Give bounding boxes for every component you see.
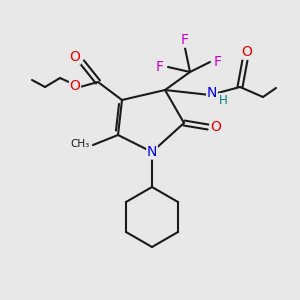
Text: H: H — [219, 94, 228, 106]
Text: N: N — [147, 145, 157, 159]
Text: F: F — [156, 60, 164, 74]
Text: O: O — [211, 120, 221, 134]
Text: F: F — [214, 55, 222, 69]
Text: O: O — [70, 50, 80, 64]
Text: O: O — [242, 45, 252, 59]
Text: N: N — [207, 86, 217, 100]
Text: O: O — [70, 79, 80, 93]
Text: CH₃: CH₃ — [71, 139, 90, 149]
Text: F: F — [181, 33, 189, 47]
